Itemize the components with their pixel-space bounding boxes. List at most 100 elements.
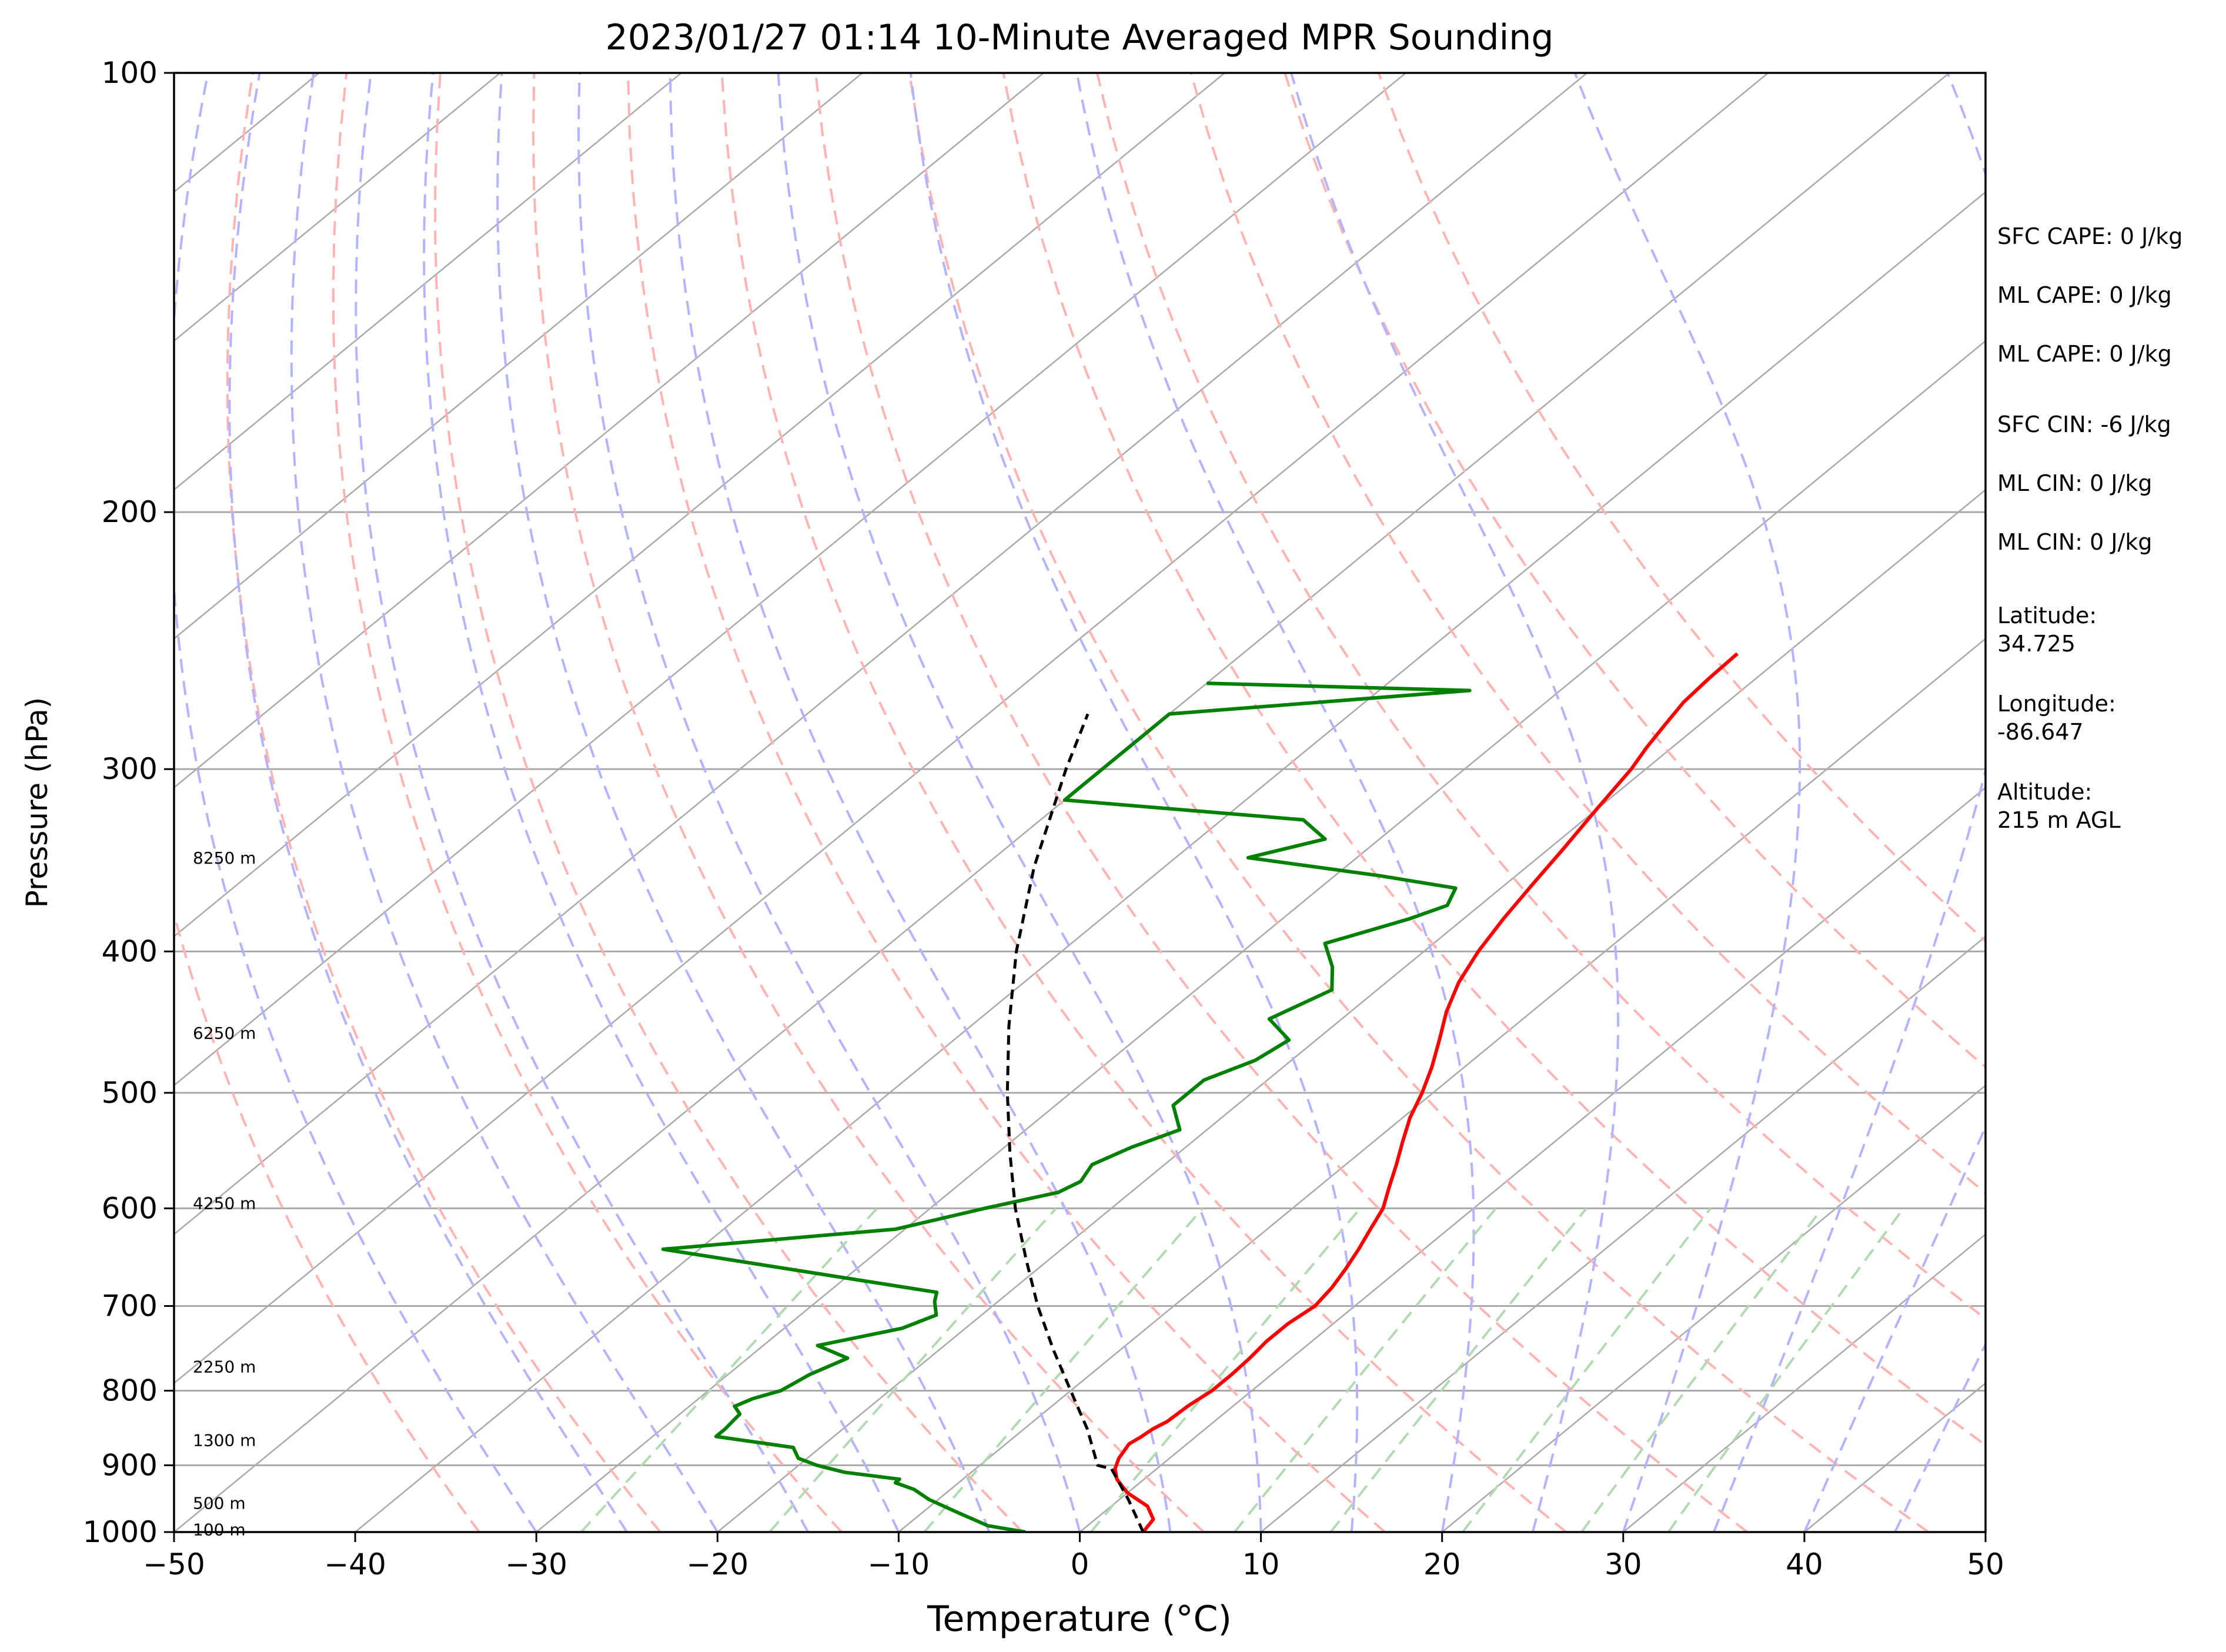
temperature-line xyxy=(1113,652,1739,1532)
height-label: 8250 m xyxy=(193,848,256,868)
panel-stat-label: ML CIN: 0 J/kg xyxy=(1997,470,2152,496)
dry-adiabat-line xyxy=(1189,73,1986,1195)
x-tick-label: 40 xyxy=(1786,1547,1823,1581)
moist-adiabat-line xyxy=(228,73,628,1532)
panel-stat-label: ML CIN: 0 J/kg xyxy=(1997,529,2152,555)
x-tick-label: −20 xyxy=(687,1547,749,1581)
dry-adiabat-line xyxy=(908,73,1930,1532)
dewpoint-line xyxy=(661,681,1472,1532)
y-tick-label: 900 xyxy=(102,1448,158,1482)
dry-adiabat-line xyxy=(1284,73,1986,1069)
parcel-path-line xyxy=(1005,713,1145,1532)
x-tick-label: −40 xyxy=(324,1547,386,1581)
mixing-ratio-line xyxy=(768,1208,1057,1532)
height-label: 100 m xyxy=(193,1520,246,1540)
panel-stat-value: 34.725 xyxy=(1997,631,2075,657)
panel-stat-label: ML CAPE: 0 J/kg xyxy=(1997,341,2172,367)
mixing-ratio-line xyxy=(1089,1208,1361,1532)
isotherm-line xyxy=(174,73,1225,938)
x-tick-label: −50 xyxy=(143,1547,205,1581)
sounding-stats-panel: SFC CAPE: 0 J/kg ML CAPE: 0 J/kg ML CAPE: … xyxy=(1997,223,2182,833)
moist-adiabat-line xyxy=(1803,1124,1986,1532)
isotherm-line xyxy=(174,73,1406,1086)
y-tick-label: 1000 xyxy=(83,1515,158,1549)
y-tick-label: 500 xyxy=(102,1076,158,1110)
height-label: 2250 m xyxy=(193,1357,256,1376)
moist-adiabat-line xyxy=(909,73,1359,1532)
dry-adiabat-line xyxy=(332,73,843,1532)
panel-stat-label: ML CAPE: 0 J/kg xyxy=(1997,282,2172,308)
dry-adiabat-line xyxy=(1377,73,1986,943)
isotherm-line xyxy=(174,73,682,491)
isotherm-line xyxy=(174,73,1769,1385)
isotherm-line xyxy=(174,73,1044,789)
x-tick-label: 50 xyxy=(1967,1547,2004,1581)
chart-title: 2023/01/27 01:14 10-Minute Averaged MPR … xyxy=(606,17,1554,58)
isotherm-line xyxy=(536,340,1986,1532)
mixing-ratio-line xyxy=(1580,1208,1823,1532)
panel-stat-label: SFC CAPE: 0 J/kg xyxy=(1997,223,2182,249)
height-label: 6250 m xyxy=(193,1024,256,1043)
mixing-ratio-line xyxy=(1667,1208,1905,1532)
moist-adiabat-line xyxy=(423,73,900,1532)
moist-adiabat-line xyxy=(1894,1342,1986,1532)
height-label: 4250 m xyxy=(193,1193,256,1213)
mixing-ratio-line xyxy=(1234,1208,1497,1532)
dry-adiabat-line xyxy=(1096,73,1986,1320)
x-tick-label: 20 xyxy=(1423,1547,1461,1581)
isotherm-line xyxy=(1079,787,1986,1532)
x-tick-label: 0 xyxy=(1071,1547,1089,1581)
isotherm-line xyxy=(174,73,1587,1236)
dry-adiabat-line xyxy=(174,909,480,1532)
y-tick-label: 400 xyxy=(102,934,158,968)
y-tick-label: 700 xyxy=(102,1289,158,1323)
height-label: 500 m xyxy=(193,1493,246,1513)
panel-stat-label: Altitude: xyxy=(1997,779,2092,805)
y-tick-label: 300 xyxy=(102,752,158,786)
y-axis-ticks: 100 200 300 400 500 600 700 800 900 1000 xyxy=(83,56,174,1549)
dry-adiabat-line xyxy=(226,73,661,1532)
isotherm-line xyxy=(355,190,1986,1532)
x-axis-ticks: −50 −40 −30 −20 −10 0 10 20 30 40 50 xyxy=(143,1532,2004,1581)
y-tick-label: 200 xyxy=(102,495,158,529)
y-axis-label: Pressure (hPa) xyxy=(20,697,54,908)
moist-adiabat-line xyxy=(777,73,1262,1532)
panel-stat-label: SFC CIN: -6 J/kg xyxy=(1997,412,2171,437)
dry-adiabat-line xyxy=(627,73,1386,1532)
panel-stat-value: -86.647 xyxy=(1997,719,2084,745)
moist-adiabat-line xyxy=(1075,73,1475,1532)
height-labels: 8250 m 6250 m 4250 m 2250 m 1300 m 500 m 100 m xyxy=(193,848,256,1540)
moist-adiabat-line xyxy=(1712,73,1986,1532)
mixing-ratio-line xyxy=(580,1208,878,1532)
x-tick-label: −10 xyxy=(868,1547,930,1581)
moist-adiabat-line xyxy=(290,73,719,1532)
x-tick-label: 10 xyxy=(1242,1547,1280,1581)
isotherm-line xyxy=(1260,935,1986,1532)
x-tick-label: −30 xyxy=(505,1547,567,1581)
x-axis-label: Temperature (°C) xyxy=(927,1599,1232,1640)
panel-stat-label: Latitude: xyxy=(1997,603,2097,628)
x-tick-label: 30 xyxy=(1605,1547,1642,1581)
dry-adiabat-line xyxy=(814,73,1749,1532)
dry-adiabat-line xyxy=(1002,73,1986,1447)
y-tick-label: 100 xyxy=(102,56,158,90)
isotherm-line xyxy=(1441,1084,1986,1532)
background-lines xyxy=(174,73,1986,1532)
mixing-ratio-line xyxy=(1329,1208,1587,1532)
moist-adiabat-line xyxy=(1573,73,1801,1532)
isotherm-line xyxy=(898,637,1986,1532)
panel-stat-value: 215 m AGL xyxy=(1997,807,2121,833)
y-tick-label: 600 xyxy=(102,1191,158,1225)
moist-adiabat-line xyxy=(174,73,537,1532)
moist-adiabat-line xyxy=(669,73,1172,1532)
y-tick-label: 800 xyxy=(102,1373,158,1407)
isotherm-line xyxy=(174,73,863,640)
isotherm-line xyxy=(717,489,1986,1532)
dry-adiabat-line xyxy=(434,73,1024,1532)
mixing-ratio-line xyxy=(923,1208,1204,1532)
isotherm-line xyxy=(174,73,501,342)
moist-adiabat-line xyxy=(1290,73,1620,1532)
moist-adiabat-line xyxy=(496,73,991,1532)
panel-stat-label: Longitude: xyxy=(1997,691,2116,717)
